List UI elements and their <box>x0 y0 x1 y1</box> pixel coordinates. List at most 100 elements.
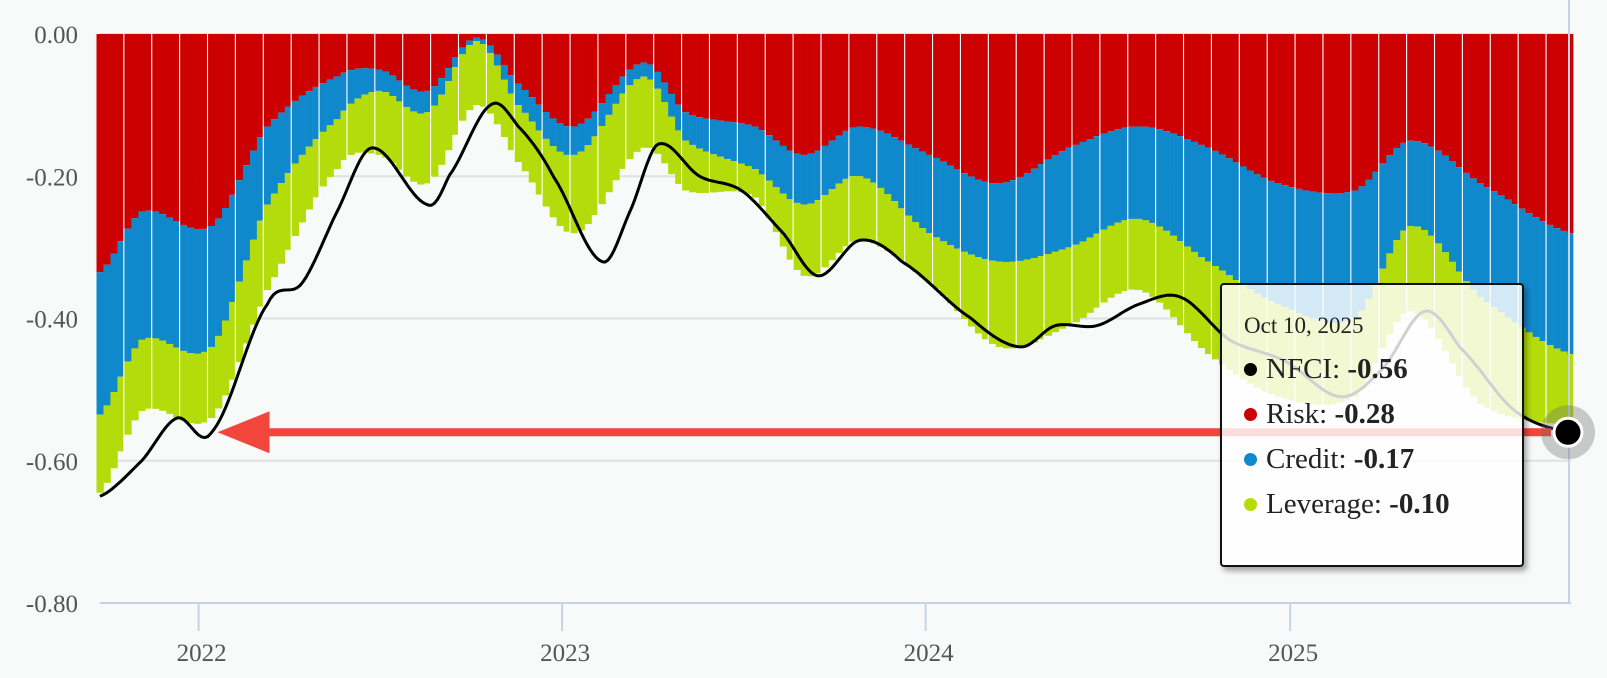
bar-segment-credit <box>354 68 362 99</box>
bar-segment-risk <box>1016 34 1025 177</box>
bar-segment-leverage <box>1037 256 1045 340</box>
bar-segment-credit <box>689 115 697 145</box>
bar-segment-credit <box>1051 155 1059 252</box>
bar-segment-credit <box>1260 177 1269 298</box>
bar-segment-leverage <box>912 222 920 272</box>
bar-segment-credit <box>1330 193 1338 324</box>
bar-segment-risk <box>242 34 251 166</box>
bar-segment-risk <box>884 34 892 134</box>
bar-segment-credit <box>765 135 774 181</box>
bar-segment-leverage <box>779 193 787 247</box>
bar-segment-leverage <box>626 85 634 160</box>
bar-segment-credit <box>291 100 299 164</box>
bar-segment-credit <box>1232 162 1241 281</box>
bar-segment-risk <box>1525 34 1533 214</box>
bar-segment-risk <box>737 34 746 124</box>
bar-segment-risk <box>591 34 599 112</box>
bar-segment-leverage <box>765 180 774 219</box>
bar-segment-credit <box>493 54 502 66</box>
bar-segment-leverage <box>145 337 153 409</box>
bar-segment-risk <box>1163 34 1171 132</box>
bar-segment-risk <box>1107 34 1115 132</box>
x-tick-label: 2024 <box>904 640 955 667</box>
bar-segment-credit <box>863 127 871 179</box>
bar-segment-risk <box>633 34 641 65</box>
bar-segment-credit <box>912 148 920 223</box>
bar-segment-risk <box>472 34 481 38</box>
bar-segment-risk <box>256 34 265 138</box>
bar-segment-credit <box>1225 158 1234 276</box>
bar-segment-credit <box>1072 144 1080 245</box>
bar-segment-risk <box>1511 34 1520 205</box>
bar-segment-leverage <box>856 176 864 241</box>
bar-segment-risk <box>417 34 425 92</box>
bar-segment-credit <box>1044 159 1052 255</box>
bar-segment-leverage <box>1525 332 1533 421</box>
bar-segment-risk <box>1476 34 1485 184</box>
bar-segment-risk <box>514 34 523 84</box>
bar-segment-credit <box>716 120 725 157</box>
bar-segment-credit <box>744 124 753 167</box>
bar-segment-credit <box>1107 131 1115 226</box>
bar-segment-leverage <box>654 88 662 154</box>
bar-segment-credit <box>1511 204 1520 323</box>
bar-segment-leverage <box>1407 226 1415 312</box>
bar-segment-leverage <box>1539 341 1547 423</box>
bar-segment-risk <box>570 34 578 127</box>
x-tick-label: 2023 <box>540 640 590 667</box>
bar-segment-credit <box>1393 147 1401 241</box>
bar-segment-credit <box>1442 155 1450 253</box>
bar-segment-risk <box>933 34 941 159</box>
bar-segment-leverage <box>438 94 446 165</box>
bar-segment-leverage <box>201 351 209 423</box>
bar-segment-risk <box>1567 34 1575 234</box>
bar-segment-leverage <box>375 90 383 155</box>
bar-segment-credit <box>1100 133 1108 230</box>
bar-segment-leverage <box>222 320 230 396</box>
bar-segment-credit <box>1037 164 1045 257</box>
bar-segment-credit <box>1567 233 1575 355</box>
bar-segment-risk <box>856 34 864 127</box>
bar-segment-credit <box>152 211 160 339</box>
bar-segment-credit <box>856 126 864 177</box>
bar-segment-risk <box>758 34 767 131</box>
bar-segment-leverage <box>305 146 313 210</box>
bar-segment-leverage <box>981 259 990 340</box>
bar-segment-credit <box>389 75 397 97</box>
bar-segment-risk <box>152 34 160 212</box>
bar-segment-credit <box>479 39 488 45</box>
bar-segment-leverage <box>291 163 299 237</box>
bar-segment-risk <box>1149 34 1157 128</box>
bar-segment-credit <box>563 126 571 155</box>
bar-segment-risk <box>1414 34 1422 142</box>
bar-segment-risk <box>431 34 439 87</box>
bar-segment-credit <box>1414 141 1422 227</box>
bar-segment-risk <box>954 34 962 170</box>
bar-segment-leverage <box>263 204 272 291</box>
bar-segment-leverage <box>828 189 836 261</box>
tooltip-row-credit: Credit: -0.17 <box>1244 437 1522 482</box>
bar-segment-credit <box>263 126 272 205</box>
bar-segment-leverage <box>919 228 927 278</box>
bar-segment-credit <box>326 79 334 126</box>
bar-segment-leverage <box>486 52 495 114</box>
bar-segment-risk <box>103 34 111 265</box>
bar-segment-risk <box>228 34 237 195</box>
bar-segment-leverage <box>549 146 557 218</box>
y-tick-label: -0.80 <box>26 591 78 618</box>
bar-segment-risk <box>960 34 969 174</box>
bar-segment-leverage <box>1393 240 1401 323</box>
bar-segment-leverage <box>772 187 781 233</box>
bar-segment-credit <box>1435 150 1443 244</box>
bar-segment-leverage <box>431 105 439 177</box>
bar-segment-credit <box>981 181 990 260</box>
bar-segment-credit <box>995 183 1004 262</box>
bar-segment-risk <box>298 34 306 96</box>
bar-segment-credit <box>249 150 258 240</box>
bar-segment-credit <box>786 150 794 199</box>
bar-segment-credit <box>514 83 523 106</box>
bar-segment-credit <box>215 218 223 336</box>
bar-segment-credit <box>661 82 669 103</box>
bar-segment-credit <box>1323 193 1331 323</box>
bar-segment-leverage <box>493 65 502 125</box>
